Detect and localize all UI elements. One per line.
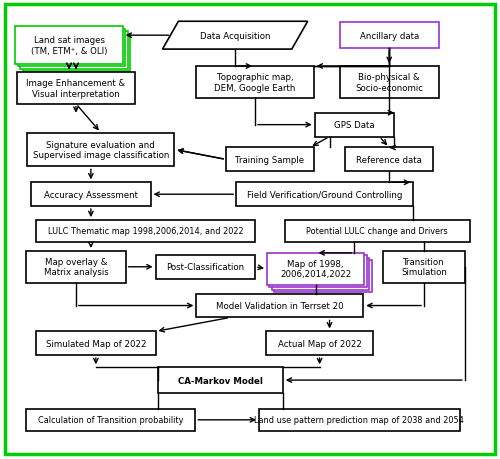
- FancyBboxPatch shape: [36, 332, 156, 355]
- FancyBboxPatch shape: [196, 294, 364, 318]
- Text: LULC Thematic map 1998,2006,2014, and 2022: LULC Thematic map 1998,2006,2014, and 20…: [48, 227, 244, 236]
- FancyBboxPatch shape: [236, 183, 413, 207]
- FancyBboxPatch shape: [16, 27, 122, 65]
- Text: Map overlay &
Matrix analysis: Map overlay & Matrix analysis: [44, 257, 108, 277]
- Text: Land sat images
(TM, ETM⁺, & OLI): Land sat images (TM, ETM⁺, & OLI): [31, 36, 107, 56]
- FancyBboxPatch shape: [384, 252, 465, 283]
- Text: Topographic map,
DEM, Google Earth: Topographic map, DEM, Google Earth: [214, 73, 296, 92]
- Text: CA-Markov Model: CA-Markov Model: [178, 376, 262, 385]
- Text: Reference data: Reference data: [356, 156, 422, 165]
- Text: GPS Data: GPS Data: [334, 121, 374, 130]
- FancyBboxPatch shape: [156, 255, 255, 279]
- FancyBboxPatch shape: [226, 148, 314, 172]
- Text: Model Validation in Terrset 20: Model Validation in Terrset 20: [216, 302, 344, 310]
- Text: Ancillary data: Ancillary data: [360, 32, 419, 40]
- FancyBboxPatch shape: [31, 183, 150, 207]
- Text: Transition
Simulation: Transition Simulation: [401, 257, 447, 277]
- Text: Map of 1998,
2006,2014,2022: Map of 1998, 2006,2014,2022: [280, 259, 351, 279]
- FancyBboxPatch shape: [196, 67, 314, 99]
- FancyBboxPatch shape: [36, 221, 255, 242]
- FancyBboxPatch shape: [26, 252, 126, 283]
- FancyBboxPatch shape: [26, 409, 196, 431]
- FancyBboxPatch shape: [20, 32, 128, 70]
- Polygon shape: [162, 22, 308, 50]
- FancyBboxPatch shape: [340, 67, 439, 99]
- FancyBboxPatch shape: [272, 258, 370, 290]
- Text: Calculation of Transition probability: Calculation of Transition probability: [38, 415, 184, 425]
- Text: Bio-physical &
Socio-economic: Bio-physical & Socio-economic: [355, 73, 423, 92]
- FancyBboxPatch shape: [259, 409, 460, 431]
- Text: Post-Classification: Post-Classification: [166, 263, 244, 272]
- FancyBboxPatch shape: [346, 148, 433, 172]
- FancyBboxPatch shape: [340, 23, 439, 49]
- Text: Data Acquisition: Data Acquisition: [200, 32, 270, 40]
- Text: Actual Map of 2022: Actual Map of 2022: [278, 339, 361, 348]
- FancyBboxPatch shape: [285, 221, 470, 242]
- FancyBboxPatch shape: [158, 367, 283, 393]
- Text: Simulated Map of 2022: Simulated Map of 2022: [46, 339, 146, 348]
- Text: Accuracy Assessment: Accuracy Assessment: [44, 190, 138, 199]
- FancyBboxPatch shape: [270, 256, 367, 287]
- Text: Potential LULC change and Drivers: Potential LULC change and Drivers: [306, 227, 448, 236]
- Text: Image Enhancement &
Visual interpretation: Image Enhancement & Visual interpretatio…: [26, 79, 126, 98]
- FancyBboxPatch shape: [23, 34, 130, 73]
- Text: Land use pattern prediction map of 2038 and 2054: Land use pattern prediction map of 2038 …: [254, 415, 464, 425]
- Text: Field Verification/Ground Controlling: Field Verification/Ground Controlling: [247, 190, 402, 199]
- FancyBboxPatch shape: [266, 332, 374, 355]
- FancyBboxPatch shape: [314, 113, 394, 137]
- Text: Signature evaluation and
Supervised image classification: Signature evaluation and Supervised imag…: [32, 140, 169, 160]
- FancyBboxPatch shape: [27, 133, 174, 167]
- FancyBboxPatch shape: [18, 73, 134, 105]
- FancyBboxPatch shape: [267, 253, 364, 285]
- Text: Training Sample: Training Sample: [236, 156, 304, 165]
- FancyBboxPatch shape: [274, 261, 372, 292]
- FancyBboxPatch shape: [18, 30, 125, 67]
